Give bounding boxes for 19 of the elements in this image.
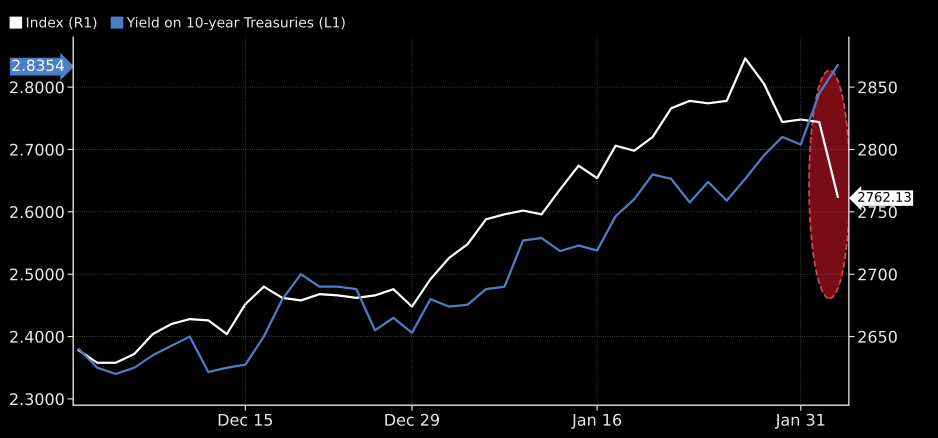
legend-label: Yield on 10-year Treasuries (L1) [126,16,345,30]
x-tick-label: Dec 29 [385,414,439,426]
x-tick-label: Jan 31 [774,414,824,429]
y-tick-label: 2.7000 [10,144,64,156]
y2-tick-label: 2850 [858,81,897,94]
y2-tick-label: 2700 [858,268,897,280]
y-tick-label: 2.6000 [10,206,64,218]
y-tick-label: 2.4000 [10,330,64,343]
y2-tick-label: 2650 [858,330,897,343]
y2-tick-label: 2800 [858,144,897,156]
y2-tick-label: 2750 [858,206,897,218]
y-tick-label: 2.8354 [12,60,64,72]
legend-label: Index (R1) [26,16,96,30]
y-tick-label: 2.8000 [10,81,64,94]
y-tick-label: 2.5000 [10,268,64,280]
y2-tick-label: 2762.13 [858,192,911,202]
x-tick-label: Dec 15 [218,414,272,426]
y-tick-label: 2.3000 [10,393,64,406]
x-tick-label: Jan 16 [571,414,622,429]
